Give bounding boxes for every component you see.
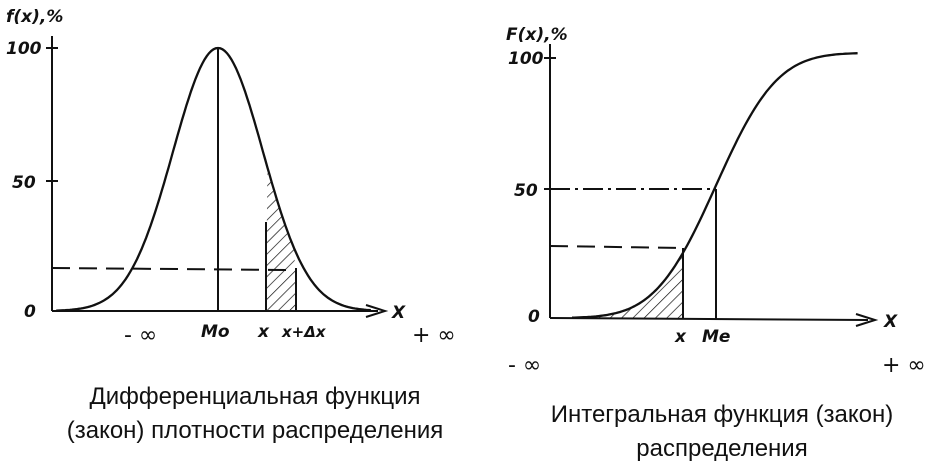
cumulative-caption-line-2: распределения <box>636 435 808 462</box>
x-label: x <box>257 322 270 342</box>
y-tick-label-50: 50 <box>514 181 538 201</box>
y-tick-label-0: 0 <box>24 302 36 322</box>
y-axis-label: F(x),% <box>506 25 568 45</box>
mode-label: Mo <box>201 322 230 342</box>
cumulative-curve <box>572 52 858 319</box>
x-plus-dx-label: x+Δx <box>281 323 327 341</box>
density-curve <box>56 46 371 312</box>
y-tick-label-0: 0 <box>528 307 540 327</box>
x-level-line <box>549 245 684 249</box>
y-axis-label: f(x),% <box>6 7 63 27</box>
minus-infinity-label: - ∞ <box>508 353 541 378</box>
cumulative-caption-line-1: Интегральная функция (закон) <box>550 401 894 428</box>
x-axis <box>549 317 869 321</box>
density-shaded-area <box>266 167 296 311</box>
x-axis-arrow <box>365 304 389 318</box>
minus-infinity-label: - ∞ <box>124 323 157 348</box>
cumulative-caption: Интегральная функция (закон) распределен… <box>505 398 939 466</box>
cumulative-shaded-area <box>580 253 683 318</box>
x-axis-label: X <box>391 303 406 323</box>
x-label: x <box>674 327 687 347</box>
density-caption: Дифференциальная функция (закон) плотнос… <box>15 380 495 448</box>
plus-infinity-label: + ∞ <box>412 323 456 348</box>
y-tick-label-100: 100 <box>508 49 544 69</box>
plus-infinity-label: + ∞ <box>882 353 926 378</box>
cumulative-chart: F(x),% 100 50 0 X x Me - ∞ + ∞ <box>506 25 926 378</box>
x-axis-arrow <box>855 313 879 327</box>
density-chart: f(x),% 100 50 0 X - ∞ Mo x x+Δx + ∞ <box>6 7 456 348</box>
y-tick-label-100: 100 <box>6 39 42 59</box>
density-caption-line-1: Дифференциальная функция <box>89 383 421 410</box>
y-tick-label-50: 50 <box>12 173 36 193</box>
reference-level-line <box>51 267 291 271</box>
median-label: Me <box>702 327 730 347</box>
density-caption-line-2: (закон) плотности распределения <box>66 417 444 444</box>
x-axis-label: X <box>883 312 898 332</box>
